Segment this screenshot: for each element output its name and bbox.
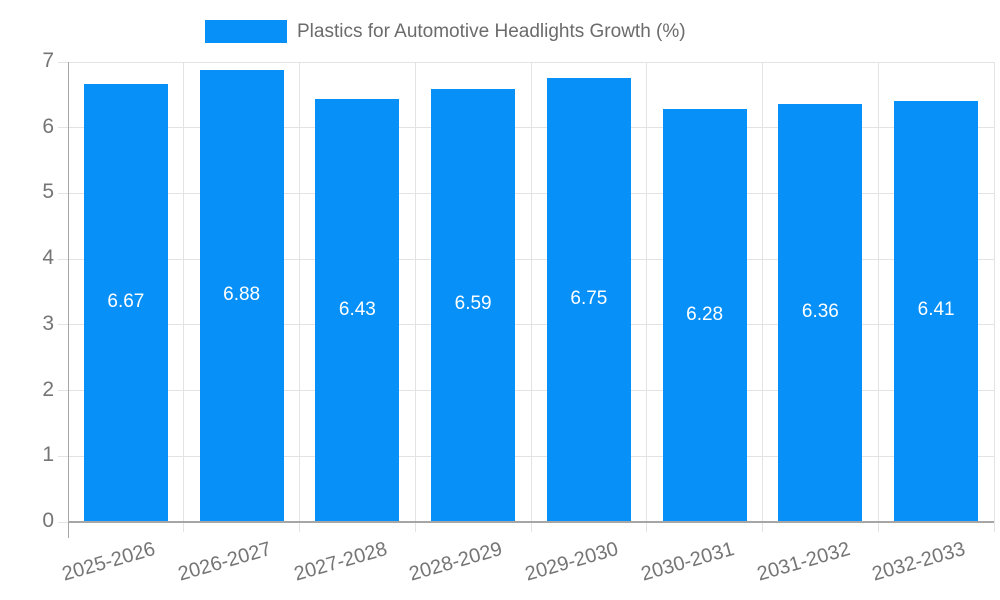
x-axis-line (68, 521, 994, 523)
y-tick-mark (58, 390, 68, 392)
bar (662, 109, 747, 522)
x-axis-tick-label: 2031-2032 (754, 538, 853, 586)
x-axis-category: 2030-2031 (639, 530, 763, 600)
bar-value-label: 6.59 (454, 293, 492, 315)
x-axis-category: 2027-2028 (291, 530, 416, 600)
bar (894, 100, 979, 522)
x-axis-category: 2029-2030 (523, 530, 647, 600)
bar-value-label: 6.28 (686, 303, 724, 325)
bar-value-label: 6.75 (570, 288, 608, 310)
y-tick-mark (58, 455, 68, 457)
y-tick-mark (58, 61, 68, 63)
bar (315, 99, 400, 522)
y-tick-mark (58, 192, 68, 194)
x-axis-tick-label: 2032-2033 (870, 538, 969, 586)
y-tick-mark (58, 521, 68, 523)
x-tick-mark (183, 522, 185, 532)
y-axis-tick-label: 2 (42, 377, 54, 401)
x-tick-mark (877, 522, 879, 532)
y-axis-tick-label: 3 (42, 311, 54, 335)
y-axis-tick-label: 5 (42, 180, 54, 204)
y-axis-tick-label: 7 (42, 49, 54, 72)
x-axis-category: 2031-2032 (754, 530, 879, 600)
y-axis-tick-label: 0 (42, 509, 54, 532)
x-axis-category: 2028-2029 (407, 530, 531, 600)
x-tick-mark (993, 522, 995, 532)
x-axis-tick-label: 2025-2026 (59, 538, 158, 586)
bar (431, 88, 516, 522)
x-tick-mark (299, 522, 300, 532)
x-gridline (762, 62, 763, 522)
bar-value-label: 6.88 (223, 283, 261, 305)
x-tick-mark (646, 522, 648, 532)
x-gridline (530, 62, 532, 522)
x-gridline (299, 62, 300, 522)
bar-value-label: 6.43 (338, 298, 376, 320)
y-axis-line (67, 62, 69, 522)
y-axis-tick-label: 1 (42, 443, 54, 467)
x-gridline (993, 62, 995, 522)
bar-value-label: 6.36 (801, 301, 839, 323)
x-tick-mark (762, 522, 763, 532)
x-axis-tick-major (67, 522, 69, 538)
y-axis-tick-label: 4 (42, 246, 54, 270)
x-axis-tick-label: 2029-2030 (522, 538, 621, 586)
bar (83, 83, 168, 522)
x-axis-tick-label: 2026-2027 (175, 538, 274, 586)
bar (199, 69, 284, 522)
x-gridline (877, 62, 879, 522)
legend-swatch (205, 20, 287, 43)
x-tick-mark (530, 522, 532, 532)
x-axis-category: 2026-2027 (176, 530, 300, 600)
x-gridline (183, 62, 185, 522)
bar (778, 104, 863, 522)
x-axis-category: 2025-2026 (60, 530, 184, 600)
bar-value-label: 6.41 (917, 299, 955, 321)
bar-value-label: 6.67 (107, 290, 145, 312)
y-tick-mark (58, 127, 68, 129)
x-axis-tick-label: 2030-2031 (638, 538, 737, 586)
x-axis-tick-label: 2027-2028 (291, 538, 390, 586)
x-axis-category: 2032-2033 (870, 530, 994, 600)
x-axis-tick-label: 2028-2029 (407, 538, 506, 586)
y-tick-mark (58, 258, 68, 260)
x-gridline (646, 62, 648, 522)
x-gridline (414, 62, 416, 522)
y-axis-tick-label: 6 (42, 114, 54, 138)
bar (546, 78, 631, 522)
y-tick-mark (58, 324, 68, 326)
legend-label: Plastics for Automotive Headlights Growt… (297, 20, 686, 42)
legend: Plastics for Automotive Headlights Growt… (205, 20, 686, 43)
x-tick-mark (414, 522, 416, 532)
